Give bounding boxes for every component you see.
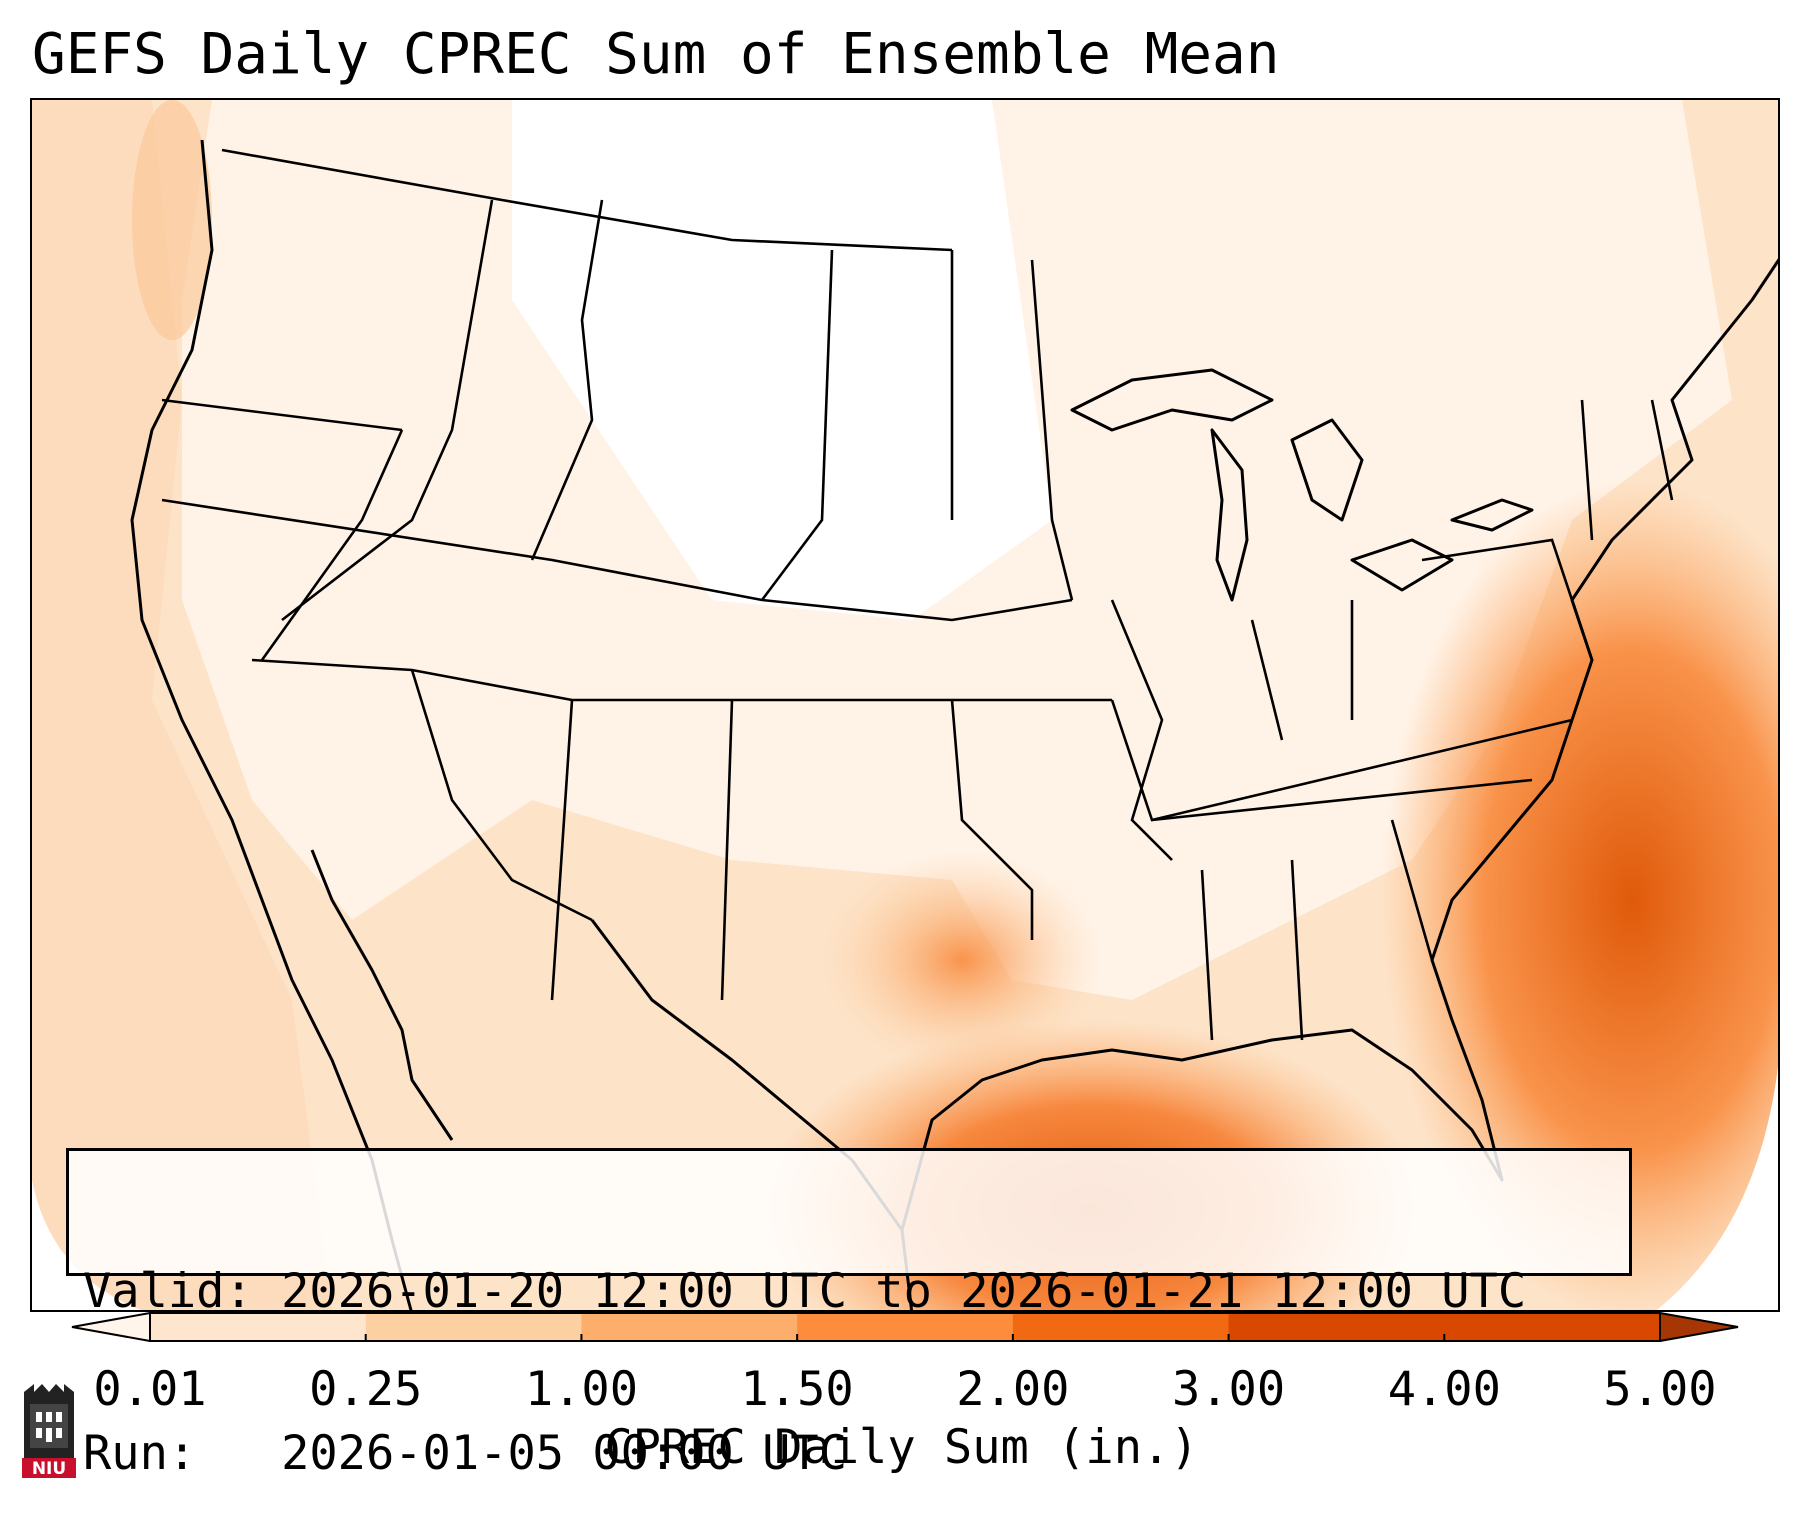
nw-coast-accent [132,100,212,340]
colorbar-label: CPREC Daily Sum (in.) [604,1420,1199,1475]
plains-white-field [512,100,1052,620]
projection-edge [1656,1066,1778,1310]
logo-red-band [22,1458,76,1478]
projection-edge-left [32,1180,142,1310]
run-label: Run: [83,1426,197,1481]
valid-label: Valid: [83,1264,253,1319]
colorbar-tick-label: 3.00 [1171,1362,1286,1417]
pacific-field [32,100,332,1310]
logo-text: NIU [32,1459,66,1479]
valid-info-box: Valid: 2026-01-20 12:00 UTC to 2026-01-2… [66,1148,1632,1481]
colorbar-tick-label: 0.25 [309,1362,423,1417]
colorbar-tick-label: 1.50 [740,1362,854,1417]
colorbar-extend-high-fill [1660,1313,1738,1341]
logo-window [36,1428,42,1438]
logo-window [56,1412,62,1422]
colorbar-segment [797,1313,1014,1341]
logo-window [56,1428,62,1438]
colorbar [71,1312,1739,1342]
colorbar-extend-low [71,1312,151,1342]
logo-window [46,1412,52,1422]
colorbar-segments [72,1313,1738,1341]
colorbar-tick-label: 1.00 [524,1362,639,1417]
colorbar-tick-label: 5.00 [1603,1362,1717,1417]
colorbar-segment [581,1313,798,1341]
colorbar-segment [150,1313,367,1341]
niu-logo-icon: NIU [22,1384,76,1479]
state-borders [161,148,1674,1041]
colorbar-extend-high [1659,1312,1739,1342]
colorbar-segment [365,1313,582,1341]
colorbar-extend-low-fill [72,1313,150,1341]
colorbar-tick-label: 4.00 [1387,1362,1501,1417]
logo-door [46,1428,52,1442]
colorbar-segment [1444,1313,1661,1341]
map-panel [30,98,1780,1312]
colorbar-segment [1012,1313,1230,1341]
colorbar-tick-label: 2.00 [956,1362,1070,1417]
map-title: GEFS Daily CPREC Sum of Ensemble Mean [32,22,1280,87]
valid-value: 2026-01-20 12:00 UTC to 2026-01-21 12:00… [281,1264,1527,1319]
run-row: Run: 2026-01-05 00:00 UTC [83,1427,1615,1481]
valid-row: Valid: 2026-01-20 12:00 UTC to 2026-01-2… [83,1265,1615,1319]
logo-window [36,1412,42,1422]
precip-map-graphic [32,100,1778,1310]
atlantic-precip [1382,480,1778,1310]
run-value: 2026-01-05 00:00 UTC [281,1426,848,1481]
colorbar-segment [1228,1313,1445,1341]
colorbar-tick-label: 0.01 [93,1362,207,1417]
colorbar-outline [149,1312,1661,1342]
